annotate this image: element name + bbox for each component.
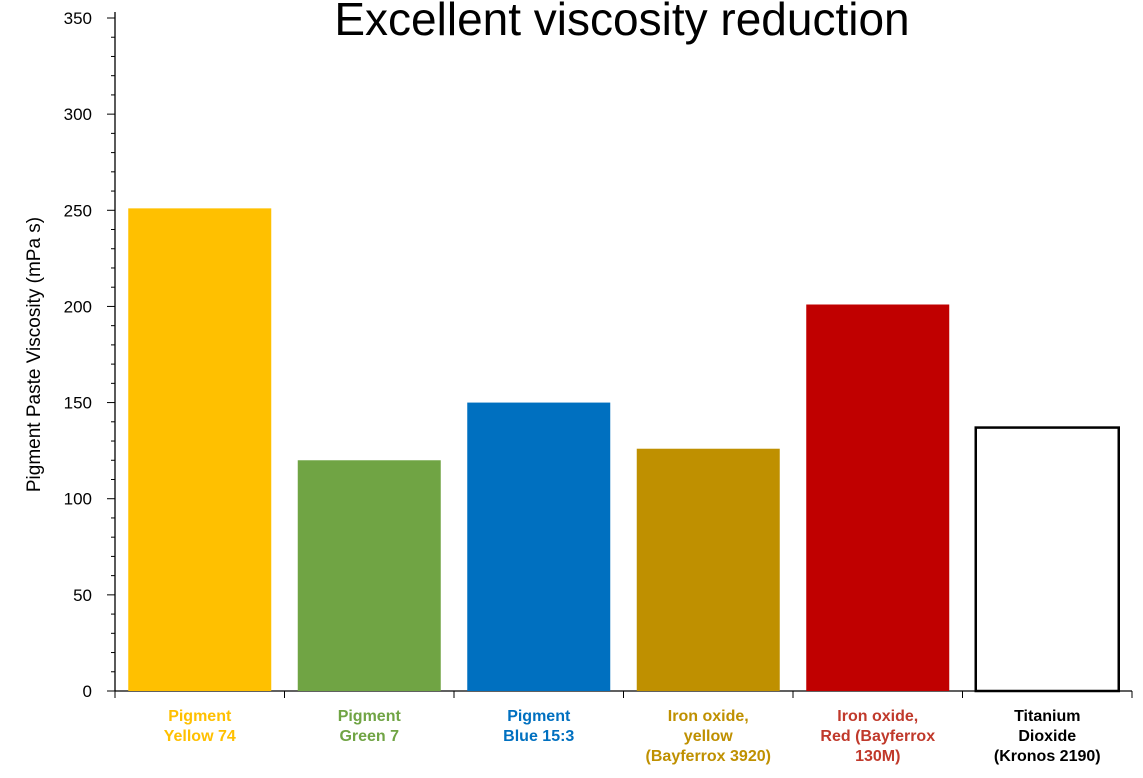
chart-title: Excellent viscosity reduction bbox=[334, 0, 909, 45]
y-tick-label: 0 bbox=[83, 682, 92, 701]
x-category-label: Green 7 bbox=[339, 728, 399, 745]
x-category-label: Dioxide bbox=[1018, 728, 1076, 745]
x-category-label: Pigment bbox=[168, 708, 232, 725]
x-category-label: Titanium bbox=[1014, 708, 1080, 725]
bar bbox=[806, 304, 950, 691]
bar bbox=[636, 448, 780, 691]
x-category-label: 130M) bbox=[855, 748, 900, 765]
bar bbox=[467, 402, 611, 691]
y-tick-label: 200 bbox=[64, 297, 92, 316]
x-category-label: Iron oxide, bbox=[668, 708, 749, 725]
bar bbox=[128, 208, 272, 691]
x-category-label: yellow bbox=[684, 728, 733, 745]
x-category-label: Blue 15:3 bbox=[503, 728, 574, 745]
bar bbox=[974, 426, 1120, 693]
x-category-label: Pigment bbox=[338, 708, 402, 725]
y-tick-label: 100 bbox=[64, 490, 92, 509]
y-tick-label: 350 bbox=[64, 9, 92, 28]
x-category-label: Pigment bbox=[507, 708, 571, 725]
x-category-label: (Kronos 2190) bbox=[994, 748, 1101, 765]
x-category-label: Iron oxide, bbox=[837, 708, 918, 725]
y-tick-label: 50 bbox=[73, 586, 92, 605]
y-tick-label: 300 bbox=[64, 105, 92, 124]
y-tick-label: 150 bbox=[64, 394, 92, 413]
x-category-label: (Bayferrox 3920) bbox=[646, 748, 771, 765]
bar bbox=[297, 460, 441, 691]
y-axis-label: Pigment Paste Viscosity (mPa s) bbox=[24, 217, 45, 492]
x-category-label: Red (Bayferrox bbox=[820, 728, 935, 745]
x-category-label: Yellow 74 bbox=[164, 728, 236, 745]
y-tick-label: 250 bbox=[64, 201, 92, 220]
